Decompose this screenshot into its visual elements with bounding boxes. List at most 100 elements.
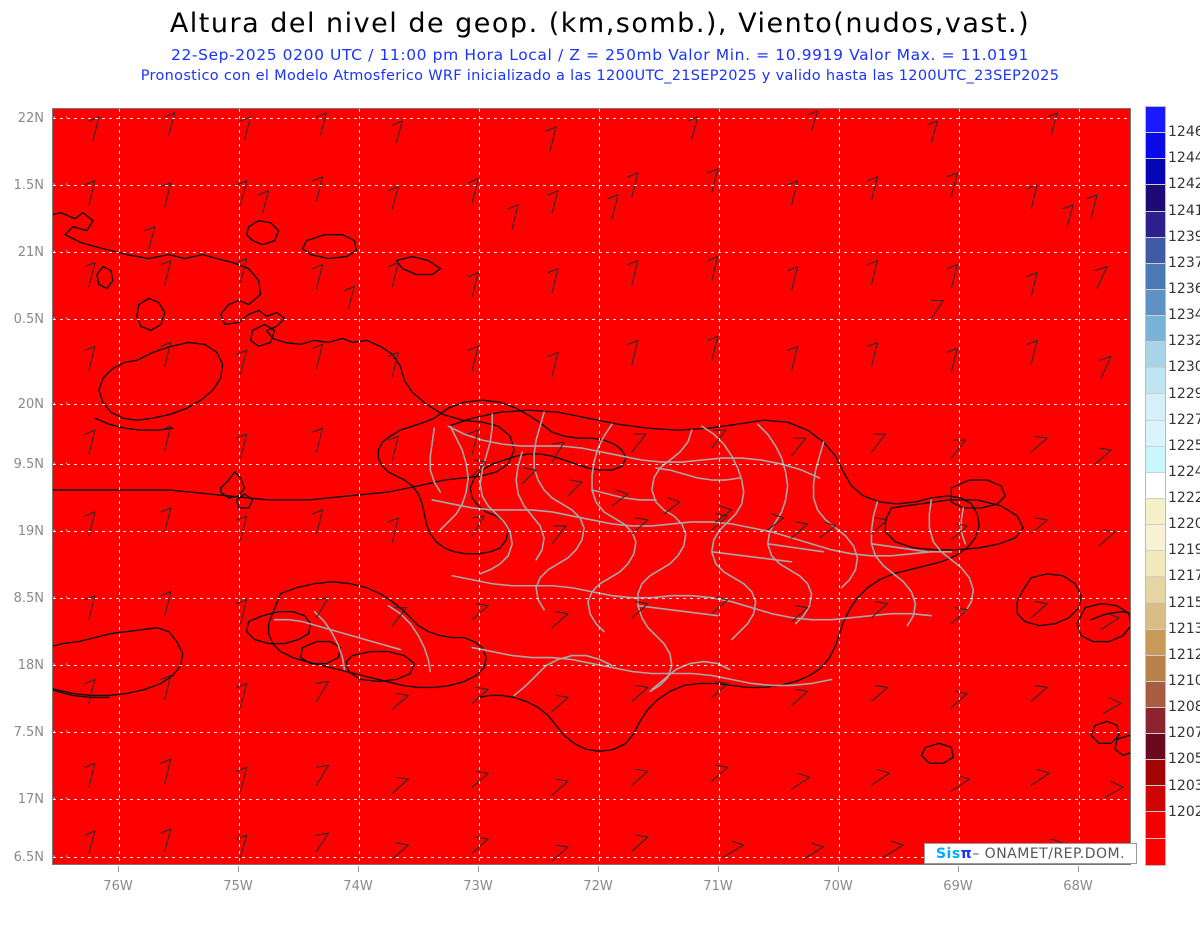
colorbar-swatch-12 xyxy=(1146,420,1165,447)
colorbar-swatch-10 xyxy=(1146,368,1165,395)
colorbar-swatch-7 xyxy=(1146,289,1165,316)
colorbar-tick-label-26: 12020 xyxy=(1168,803,1200,820)
colorbar-tick-label-7: 12343 xyxy=(1168,307,1200,324)
colorbar-swatch-21 xyxy=(1146,655,1165,682)
ytick-dots-11: · · · xyxy=(40,850,71,865)
colorbar-tick-label-9: 12309 xyxy=(1168,359,1200,376)
ytick-label-10: 17N xyxy=(17,792,44,807)
colorbar-swatch-3 xyxy=(1146,185,1165,212)
colorbar-tick-label-19: 12139 xyxy=(1168,620,1200,637)
colorbar-swatch-6 xyxy=(1146,263,1165,290)
page-title: Altura del nivel de geop. (km,somb.), Vi… xyxy=(169,8,1031,39)
colorbar-swatch-25 xyxy=(1146,760,1165,787)
colorbar-swatch-14 xyxy=(1146,472,1165,499)
ytick-label-4: 20N xyxy=(17,397,44,412)
xtick-mark-3 xyxy=(478,866,479,872)
attribution-sis-text: Sis xyxy=(935,845,961,862)
xtick-mark-8 xyxy=(1078,866,1079,872)
xtick-mark-6 xyxy=(838,866,839,872)
map-plot-area[interactable] xyxy=(52,108,1131,865)
colorbar-tick-label-14: 12224 xyxy=(1168,490,1200,507)
colorbar-tick-label-12: 12258 xyxy=(1168,437,1200,454)
ytick-label-7: 8.5N xyxy=(13,591,44,606)
colorbar-tick-label-15: 12207 xyxy=(1168,516,1200,533)
colorbar-swatch-8 xyxy=(1146,316,1165,343)
ytick-label-6: 19N xyxy=(17,524,44,539)
colorbar-swatch-18 xyxy=(1146,577,1165,604)
xtick-mark-1 xyxy=(238,866,239,872)
colorbar-tick-label-1: 12445 xyxy=(1168,150,1200,167)
ytick-dots-4: · · · xyxy=(40,397,71,412)
ytick-label-9: 7.5N xyxy=(13,725,44,740)
map-vector-layer xyxy=(53,110,1130,862)
colorbar-tick-label-18: 12156 xyxy=(1168,594,1200,611)
ytick-dots-6: · · · xyxy=(40,524,71,539)
colorbar-tick-label-21: 12105 xyxy=(1168,673,1200,690)
ytick-label-5: 9.5N xyxy=(13,457,44,472)
colorbar-swatch-27 xyxy=(1146,812,1165,839)
ytick-dots-5: · · · xyxy=(40,457,71,472)
colorbar-tick-label-22: 12088 xyxy=(1168,699,1200,716)
colorbar-tick-label-25: 12037 xyxy=(1168,777,1200,794)
colorbar-swatch-26 xyxy=(1146,786,1165,813)
ytick-dots-0: · · · xyxy=(40,111,71,126)
colorbar-tick-label-10: 12292 xyxy=(1168,385,1200,402)
ytick-label-1: 1.5N xyxy=(13,178,44,193)
colorbar[interactable] xyxy=(1145,106,1166,866)
colorbar-swatch-19 xyxy=(1146,603,1165,630)
xtick-label-5: 71W xyxy=(703,879,733,894)
colorbar-tick-label-24: 12054 xyxy=(1168,751,1200,768)
ytick-dots-9: · · · xyxy=(40,725,71,740)
subtitle-model-info: Pronostico con el Modelo Atmosferico WRF… xyxy=(140,68,1060,84)
attribution-pi-symbol: π xyxy=(960,845,973,862)
colorbar-swatch-0 xyxy=(1146,107,1165,134)
xtick-mark-5 xyxy=(718,866,719,872)
colorbar-swatch-24 xyxy=(1146,734,1165,761)
ytick-label-3: 0.5N xyxy=(13,312,44,327)
xtick-label-7: 69W xyxy=(943,879,973,894)
xtick-mark-4 xyxy=(598,866,599,872)
colorbar-swatch-5 xyxy=(1146,237,1165,264)
colorbar-tick-label-8: 12326 xyxy=(1168,333,1200,350)
xtick-label-4: 72W xyxy=(583,879,613,894)
xtick-mark-7 xyxy=(958,866,959,872)
ytick-label-11: 6.5N xyxy=(13,850,44,865)
xtick-label-3: 73W xyxy=(463,879,493,894)
ytick-label-2: 21N xyxy=(17,245,44,260)
colorbar-swatch-16 xyxy=(1146,525,1165,552)
ytick-dots-3: · · · xyxy=(40,312,71,327)
ytick-dots-1: · · · xyxy=(40,178,71,193)
xtick-label-1: 75W xyxy=(223,879,253,894)
colorbar-swatch-22 xyxy=(1146,681,1165,708)
attribution-agency-text: – ONAMET/REP.DOM. xyxy=(972,845,1126,862)
colorbar-tick-label-2: 12428 xyxy=(1168,176,1200,193)
ytick-dots-10: · · · xyxy=(40,792,71,807)
colorbar-tick-label-0: 12462 xyxy=(1168,124,1200,141)
ytick-label-0: 22N xyxy=(17,111,44,126)
xtick-label-6: 70W xyxy=(823,879,853,894)
colorbar-tick-label-5: 12377 xyxy=(1168,254,1200,271)
xtick-label-2: 74W xyxy=(343,879,373,894)
colorbar-swatch-28 xyxy=(1146,838,1165,865)
ytick-dots-2: · · · xyxy=(40,245,71,260)
colorbar-tick-label-20: 12122 xyxy=(1168,646,1200,663)
colorbar-swatch-17 xyxy=(1146,551,1165,578)
colorbar-swatch-20 xyxy=(1146,629,1165,656)
title-block: Altura del nivel de geop. (km,somb.), Vi… xyxy=(0,0,1200,84)
attribution-badge: Sis π – ONAMET/REP.DOM. xyxy=(924,843,1137,864)
colorbar-swatch-2 xyxy=(1146,159,1165,186)
ytick-dots-7: · · · xyxy=(40,591,71,606)
colorbar-swatch-9 xyxy=(1146,342,1165,369)
ytick-label-8: 18N xyxy=(17,658,44,673)
ytick-dots-8: · · · xyxy=(40,658,71,673)
colorbar-swatch-23 xyxy=(1146,707,1165,734)
xtick-label-8: 68W xyxy=(1063,879,1093,894)
colorbar-swatch-15 xyxy=(1146,498,1165,525)
colorbar-swatch-4 xyxy=(1146,211,1165,238)
xtick-mark-0 xyxy=(118,866,119,872)
colorbar-tick-label-11: 12275 xyxy=(1168,411,1200,428)
